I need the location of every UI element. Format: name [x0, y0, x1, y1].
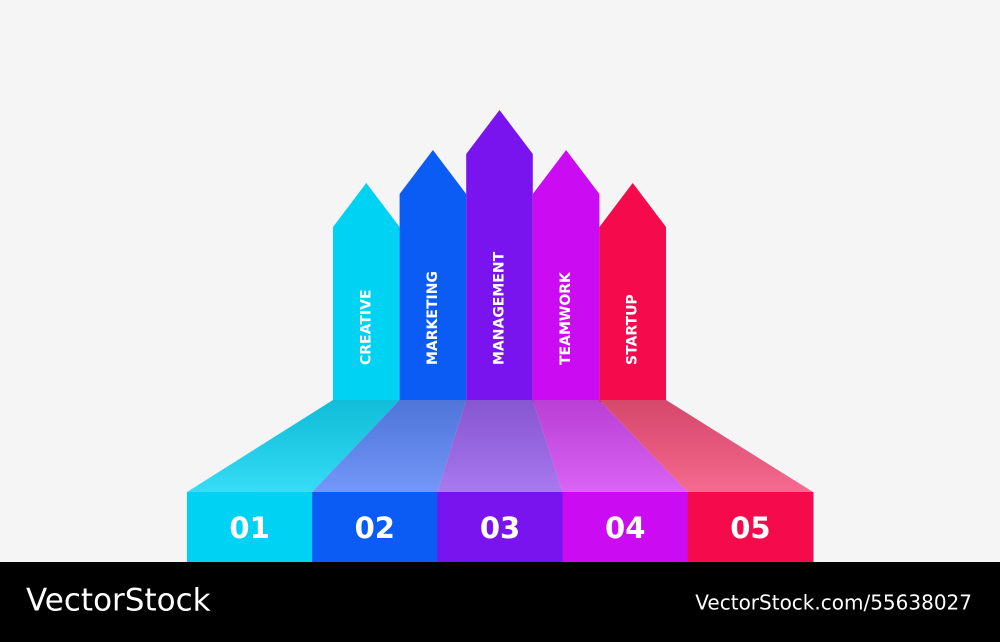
step-label: MARKETING	[425, 271, 441, 365]
step-number: 01	[229, 511, 269, 545]
step-number: 03	[480, 511, 520, 545]
front-face	[687, 492, 814, 562]
floor-shade	[599, 400, 813, 492]
step-label: MANAGEMENT	[492, 251, 508, 365]
floor-shade	[437, 400, 563, 492]
front-face	[312, 492, 438, 562]
step-label: STARTUP	[625, 294, 641, 365]
footer-bar	[0, 562, 1000, 642]
step-label: TEAMWORK	[558, 271, 574, 365]
floor-shade	[312, 400, 467, 492]
arrow	[532, 150, 600, 402]
front-face	[437, 492, 564, 562]
step-number: 04	[605, 511, 645, 545]
front-face	[562, 492, 689, 562]
arrow	[399, 150, 467, 402]
arrow	[466, 110, 533, 402]
floor-shade	[532, 400, 688, 492]
step-number: 02	[355, 511, 395, 545]
floor-shade	[187, 400, 400, 492]
step-number: 05	[730, 511, 770, 545]
image-id: VectorStock.com/55638027	[695, 591, 972, 615]
front-face	[187, 492, 313, 562]
brand: VectorStock	[26, 583, 211, 619]
arrows: CREATIVE 01 MARKETING 02 MANAGEMENT 03 TEAMWOR…	[187, 110, 814, 562]
arrow	[599, 183, 666, 402]
step-label: CREATIVE	[358, 289, 374, 365]
arrow	[333, 183, 400, 402]
